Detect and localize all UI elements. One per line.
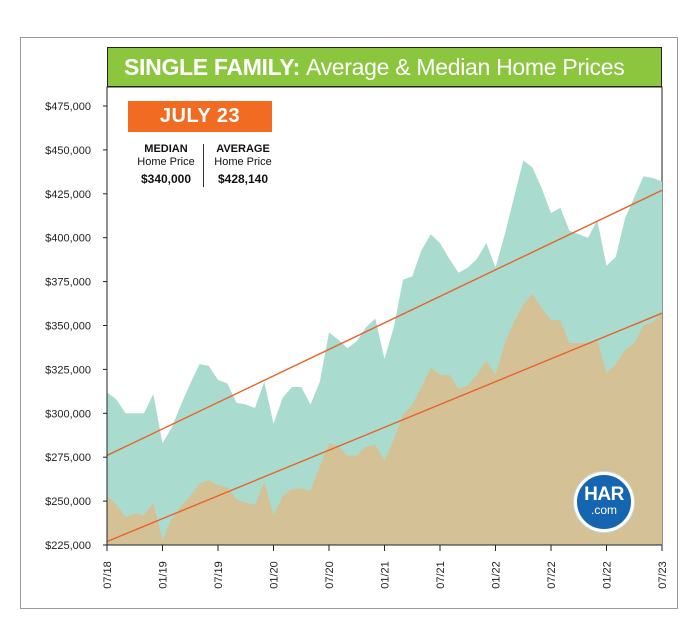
y-tick-label: $450,000: [45, 145, 91, 157]
chart-title-banner: SINGLE FAMILY: Average & Median Home Pri…: [107, 47, 662, 87]
har-logo: HAR .com: [574, 472, 634, 532]
trendline-average: [106, 189, 663, 457]
median-stat: MEDIAN Home Price $340,000: [130, 143, 202, 186]
trendline-median: [106, 312, 663, 543]
x-tick-label: 07/21: [435, 561, 447, 589]
y-tick-label: $475,000: [45, 101, 91, 113]
y-tick-label: $300,000: [45, 408, 91, 420]
x-tick-label: 01/20: [269, 561, 281, 589]
y-tick-label: $275,000: [45, 452, 91, 464]
y-tick-label: $250,000: [45, 496, 91, 508]
date-badge: JULY 23: [128, 101, 272, 132]
y-tick-label: $225,000: [45, 540, 91, 552]
median-value: $340,000: [140, 172, 192, 186]
average-stat: AVERAGE Home Price $428,140: [206, 143, 280, 186]
x-tick-label: 07/23: [657, 561, 669, 589]
y-tick-label: $375,000: [45, 277, 91, 289]
x-tick-label: 01/22: [602, 561, 614, 589]
title-bold: SINGLE FAMILY:: [124, 53, 300, 80]
x-tick-label: 07/19: [213, 561, 225, 589]
title-rest: Average & Median Home Prices: [305, 53, 625, 80]
y-tick-label: $325,000: [45, 364, 91, 376]
x-tick-label: 01/19: [158, 561, 170, 589]
average-label: AVERAGE: [216, 143, 270, 155]
stat-divider: [203, 144, 204, 187]
median-label: MEDIAN: [144, 143, 188, 155]
median-sublabel: Home Price: [137, 156, 195, 168]
average-value: $428,140: [217, 172, 269, 186]
y-tick-label: $425,000: [45, 189, 91, 201]
har-logo-com: .com: [590, 503, 617, 517]
y-tick-label: $350,000: [45, 321, 91, 333]
x-tick-label: 07/22: [546, 561, 558, 589]
x-tick-label: 07/20: [324, 561, 336, 589]
x-tick-label: 01/22: [491, 561, 503, 589]
har-logo-text: HAR: [584, 484, 624, 505]
x-tick-label: 01/21: [380, 561, 392, 589]
series-area-median: [107, 293, 662, 545]
y-tick-label: $400,000: [45, 233, 91, 245]
average-sublabel: Home Price: [214, 156, 272, 168]
x-tick-label: 07/18: [102, 561, 114, 589]
